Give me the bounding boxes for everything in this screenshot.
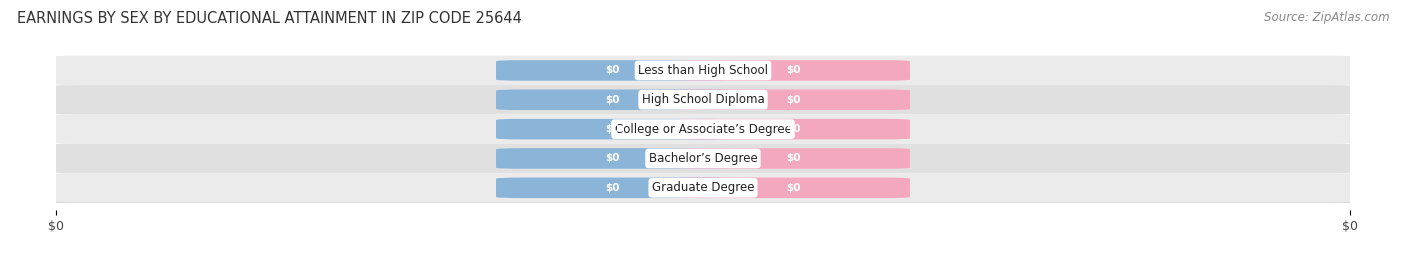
- Text: $0: $0: [786, 183, 801, 193]
- Text: $0: $0: [786, 95, 801, 105]
- Text: $0: $0: [605, 183, 620, 193]
- FancyBboxPatch shape: [49, 85, 1357, 114]
- Text: $0: $0: [605, 65, 620, 75]
- FancyBboxPatch shape: [678, 90, 910, 110]
- Text: EARNINGS BY SEX BY EDUCATIONAL ATTAINMENT IN ZIP CODE 25644: EARNINGS BY SEX BY EDUCATIONAL ATTAINMEN…: [17, 11, 522, 26]
- FancyBboxPatch shape: [49, 173, 1357, 203]
- Text: College or Associate’s Degree: College or Associate’s Degree: [614, 123, 792, 136]
- FancyBboxPatch shape: [496, 148, 728, 169]
- FancyBboxPatch shape: [49, 144, 1357, 173]
- FancyBboxPatch shape: [678, 119, 910, 139]
- FancyBboxPatch shape: [496, 119, 728, 139]
- Text: $0: $0: [786, 65, 801, 75]
- FancyBboxPatch shape: [49, 114, 1357, 144]
- FancyBboxPatch shape: [496, 60, 728, 81]
- Text: Graduate Degree: Graduate Degree: [652, 181, 754, 194]
- Text: Source: ZipAtlas.com: Source: ZipAtlas.com: [1264, 11, 1389, 24]
- Text: $0: $0: [605, 95, 620, 105]
- Text: Less than High School: Less than High School: [638, 64, 768, 77]
- Text: $0: $0: [786, 154, 801, 164]
- Text: $0: $0: [605, 124, 620, 134]
- FancyBboxPatch shape: [49, 56, 1357, 85]
- Text: Bachelor’s Degree: Bachelor’s Degree: [648, 152, 758, 165]
- Text: High School Diploma: High School Diploma: [641, 93, 765, 106]
- FancyBboxPatch shape: [678, 178, 910, 198]
- FancyBboxPatch shape: [678, 60, 910, 81]
- FancyBboxPatch shape: [496, 178, 728, 198]
- Text: $0: $0: [786, 124, 801, 134]
- Text: $0: $0: [605, 154, 620, 164]
- FancyBboxPatch shape: [496, 90, 728, 110]
- FancyBboxPatch shape: [678, 148, 910, 169]
